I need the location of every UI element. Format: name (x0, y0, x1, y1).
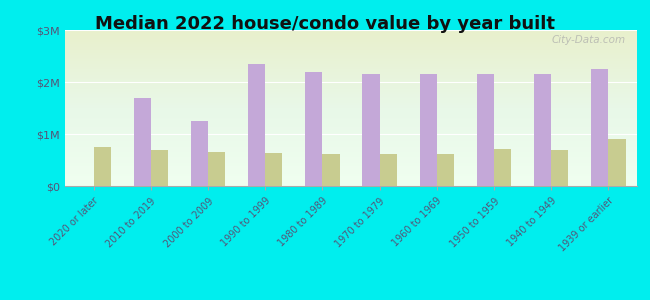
Bar (380, 154, 396, 186)
Bar (477, 74, 494, 186)
Bar (265, 153, 282, 186)
Bar (551, 150, 568, 186)
Bar (248, 64, 265, 186)
Bar (322, 154, 339, 186)
Bar (592, 69, 608, 186)
Bar (534, 74, 551, 186)
Bar (134, 98, 151, 186)
Bar (437, 154, 454, 186)
Bar (306, 72, 322, 186)
Bar (94, 147, 111, 186)
Text: Median 2022 house/condo value by year built: Median 2022 house/condo value by year bu… (95, 15, 555, 33)
Bar (420, 74, 437, 186)
Bar (363, 74, 380, 186)
Bar (608, 139, 625, 186)
Bar (494, 148, 511, 186)
Bar (151, 150, 168, 186)
Bar (191, 121, 208, 186)
Bar (208, 152, 225, 186)
Text: City-Data.com: City-Data.com (551, 35, 625, 45)
